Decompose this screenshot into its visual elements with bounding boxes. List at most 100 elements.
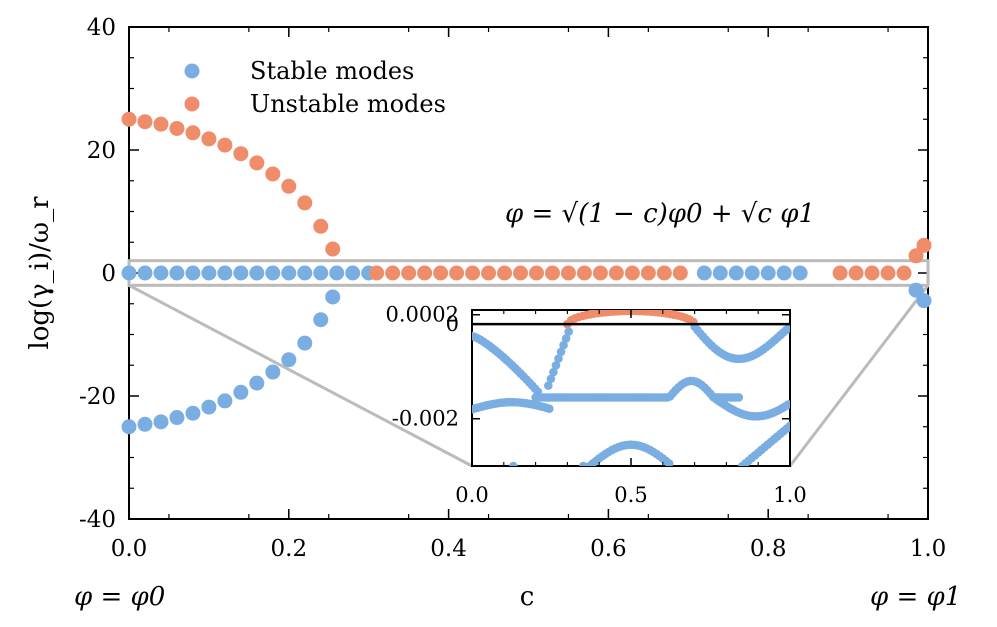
stable-point <box>217 393 233 409</box>
stable-point <box>329 265 345 281</box>
inset-stable-point <box>544 381 553 390</box>
stable-point <box>297 335 313 351</box>
x-tick-label: 0.6 <box>590 536 627 562</box>
stable-point <box>169 410 185 426</box>
left-endpoint-label: φ = φ0 <box>74 582 165 612</box>
stable-point <box>297 265 313 281</box>
unstable-point <box>916 237 932 253</box>
inset-stable-point <box>559 340 568 350</box>
x-tick-label: 0.0 <box>111 536 148 562</box>
unstable-point <box>640 265 656 281</box>
inset-y-tick-label: 0 <box>446 312 459 336</box>
stable-point <box>233 265 249 281</box>
inset-stable-point <box>551 361 561 370</box>
inset-stable-point <box>785 421 790 431</box>
unstable-point <box>153 116 169 132</box>
stable-point <box>712 265 728 281</box>
unstable-point <box>560 265 576 281</box>
stable-point <box>153 414 169 430</box>
unstable-point <box>592 265 608 281</box>
stable-point <box>121 419 137 435</box>
x-axis-label: c <box>520 582 535 612</box>
stable-point <box>916 293 932 309</box>
stable-point <box>281 265 297 281</box>
inset-stable-point <box>734 393 744 402</box>
stable-point <box>776 265 792 281</box>
stable-point <box>325 289 341 305</box>
unstable-point <box>864 265 880 281</box>
stable-point <box>908 282 924 298</box>
unstable-point <box>497 265 513 281</box>
inset-x-tick-label: 0.5 <box>614 483 647 507</box>
unstable-point <box>848 265 864 281</box>
zoom-connector-right <box>788 284 930 467</box>
zoom-highlight <box>127 259 930 468</box>
data-points <box>121 111 932 435</box>
unstable-point <box>832 265 848 281</box>
unstable-point <box>624 265 640 281</box>
stable-point <box>696 265 712 281</box>
zoom-connector-left <box>128 283 473 468</box>
inset-y-tick-label: -0.002 <box>392 407 459 431</box>
stable-point <box>201 265 217 281</box>
inset-stable-point <box>561 334 571 343</box>
x-tick-label: 0.8 <box>750 536 787 562</box>
unstable-point <box>513 265 529 281</box>
unstable-point <box>465 265 481 281</box>
equation-annotation: φ = √(1 − c)φ0 + √c φ1 <box>505 199 815 229</box>
y-tick-label: -40 <box>79 507 116 533</box>
stable-point <box>728 265 744 281</box>
stable-point <box>137 416 153 432</box>
unstable-point <box>417 265 433 281</box>
stable-point <box>153 265 169 281</box>
inset-x-tick-label: 1.0 <box>773 483 806 507</box>
stable-point <box>313 312 329 328</box>
inset-stable-point <box>564 327 573 336</box>
unstable-point <box>672 265 688 281</box>
stable-point <box>217 265 233 281</box>
legend-label-stable: Stable modes <box>250 57 414 85</box>
axes-ticks: 0.0 0.2 0.4 0.6 0.8 1.0 40 20 0 -20 -40 <box>79 15 946 562</box>
unstable-point <box>137 114 153 130</box>
unstable-point <box>265 166 281 182</box>
stable-point <box>281 352 297 368</box>
unstable-point <box>656 265 672 281</box>
x-tick-label: 0.4 <box>430 536 467 562</box>
stable-point <box>249 375 265 391</box>
inset-stable-point <box>549 367 558 377</box>
y-axis-label: log(γ_i)/ω_r <box>25 196 55 350</box>
unstable-point <box>528 265 544 281</box>
legend-marker-stable <box>184 63 200 79</box>
stable-point <box>137 265 153 281</box>
inset-stable-point <box>546 374 556 384</box>
unstable-point <box>385 265 401 281</box>
unstable-point <box>185 125 201 141</box>
unstable-point <box>121 111 137 127</box>
stable-point <box>121 265 137 281</box>
unstable-point <box>281 178 297 194</box>
unstable-point <box>233 146 249 162</box>
stable-point <box>169 265 185 281</box>
stable-point <box>345 265 361 281</box>
x-tick-label: 0.2 <box>271 536 308 562</box>
stable-point <box>313 265 329 281</box>
zoom-band <box>127 259 930 287</box>
unstable-point <box>608 265 624 281</box>
legend-marker-unstable <box>184 96 200 112</box>
stable-point <box>265 364 281 380</box>
unstable-point <box>880 265 896 281</box>
unstable-point <box>201 131 217 147</box>
stable-point <box>185 265 201 281</box>
unstable-point <box>481 265 497 281</box>
inset-stable-point <box>664 459 674 466</box>
x-tick-label: 1.0 <box>910 536 947 562</box>
unstable-point <box>544 265 560 281</box>
inset-frame <box>471 309 791 467</box>
inset-stable-point <box>556 347 566 357</box>
inset-points <box>472 310 790 466</box>
right-endpoint-label: φ = φ1 <box>870 582 961 612</box>
stable-point <box>249 265 265 281</box>
inset-stable-point <box>554 354 563 363</box>
y-tick-label: 40 <box>87 15 116 41</box>
